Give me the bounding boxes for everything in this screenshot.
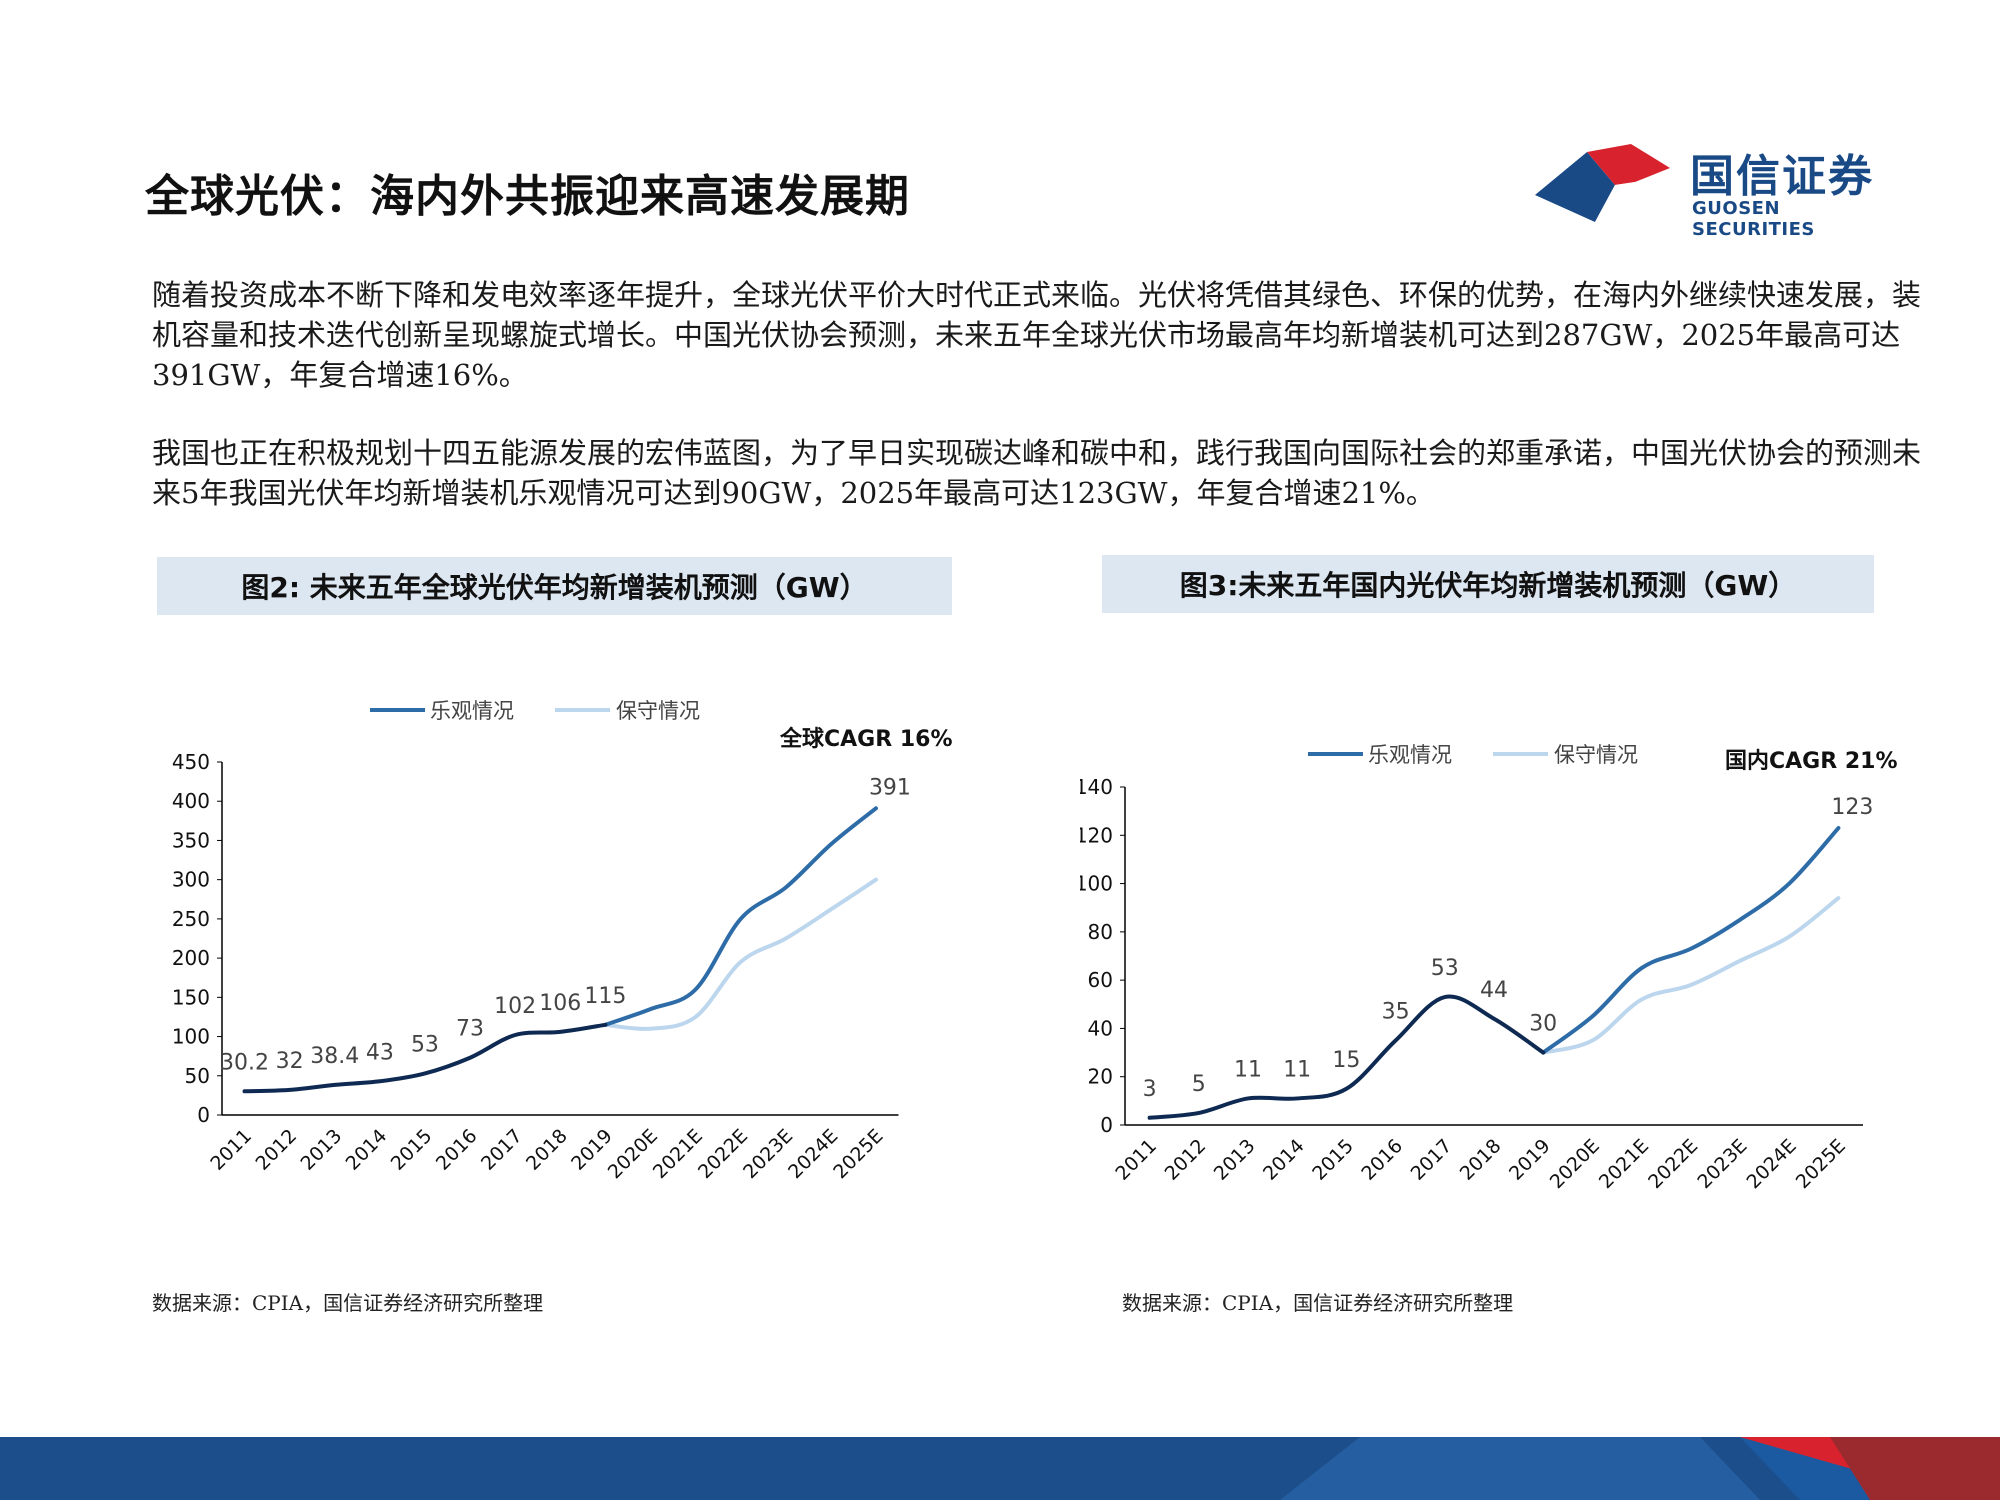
x-tick-label: 2012 — [251, 1125, 301, 1175]
data-label: 11 — [1234, 1057, 1262, 1082]
x-tick-label: 2024E — [784, 1125, 842, 1183]
conservative-line — [1541, 896, 1841, 1055]
data-label: 11 — [1283, 1057, 1311, 1082]
data-label: 53 — [411, 1032, 439, 1057]
x-tick-label: 2018 — [1456, 1135, 1506, 1185]
y-tick-label: 100 — [1080, 872, 1113, 896]
data-label: 15 — [1332, 1048, 1360, 1073]
paragraph-global: 随着投资成本不断下降和发电效率逐年提升，全球光伏平价大时代正式来临。光伏将凭借其… — [152, 278, 1922, 392]
x-tick-label: 2025E — [829, 1125, 887, 1183]
x-tick-label: 2016 — [432, 1125, 482, 1175]
data-label: 3 — [1143, 1077, 1157, 1102]
data-label: 73 — [456, 1017, 484, 1042]
y-tick-label: 40 — [1088, 1016, 1113, 1040]
x-tick-label: 2023E — [739, 1125, 797, 1183]
data-label: 102 — [494, 994, 536, 1019]
x-tick-label: 2021E — [1595, 1135, 1653, 1193]
logo-text-en: GUOSEN SECURITIES — [1692, 198, 1815, 240]
paragraph-domestic: 我国也正在积极规划十四五能源发展的宏伟蓝图，为了早日实现碳达峰和碳中和，践行我国… — [152, 436, 1922, 510]
x-tick-label: 2014 — [342, 1125, 392, 1175]
historical-line — [242, 1022, 608, 1094]
data-label: 391 — [869, 775, 911, 800]
source-note-1: 数据来源：CPIA，国信证券经济研究所整理 — [152, 1291, 544, 1315]
x-tick-label: 2015 — [387, 1125, 437, 1175]
legend-label-optimistic: 乐观情况 — [1368, 743, 1452, 767]
cagr-annotation: 全球CAGR 16% — [779, 726, 953, 752]
data-label: 35 — [1382, 1000, 1410, 1025]
conservative-line — [603, 877, 878, 1031]
data-label: 43 — [366, 1040, 394, 1065]
legend-label-optimistic: 乐观情况 — [430, 699, 514, 723]
x-tick-label: 2011 — [1111, 1135, 1161, 1185]
historical-line — [1147, 994, 1546, 1120]
x-tick-label: 2017 — [477, 1125, 527, 1175]
logo-text-cn: 国信证券 — [1690, 151, 1874, 202]
x-tick-label: 2011 — [206, 1125, 256, 1175]
y-tick-label: 60 — [1088, 968, 1113, 992]
y-tick-label: 100 — [172, 1025, 210, 1049]
y-tick-label: 0 — [1100, 1113, 1113, 1137]
x-tick-label: 2014 — [1259, 1135, 1309, 1185]
x-tick-label: 2016 — [1357, 1135, 1407, 1185]
y-tick-label: 300 — [172, 868, 210, 892]
y-tick-label: 400 — [172, 789, 210, 813]
global-pv-chart: 0501001502002503003504004502011201220132… — [172, 699, 953, 1183]
y-tick-label: 450 — [172, 750, 210, 774]
x-tick-label: 2022E — [694, 1125, 752, 1183]
y-tick-label: 200 — [172, 946, 210, 970]
guosen-logo: 国信证券 GUOSEN SECURITIES — [1535, 140, 1885, 240]
data-label: 115 — [584, 984, 626, 1009]
figure-2-title: 图2: 未来五年全球光伏年均新增装机预测（GW） — [157, 557, 952, 615]
optimistic-line — [603, 806, 878, 1027]
y-tick-label: 50 — [185, 1064, 210, 1088]
data-label: 30 — [1529, 1012, 1557, 1037]
optimistic-line — [1541, 826, 1841, 1055]
x-tick-label: 2023E — [1693, 1135, 1751, 1193]
x-tick-label: 2020E — [604, 1125, 662, 1183]
x-tick-label: 2022E — [1644, 1135, 1702, 1193]
y-tick-label: 250 — [172, 907, 210, 931]
x-tick-label: 2017 — [1407, 1135, 1457, 1185]
source-note-2: 数据来源：CPIA，国信证券经济研究所整理 — [1122, 1291, 1514, 1315]
y-tick-label: 80 — [1088, 920, 1113, 944]
logo-mark-icon — [1535, 144, 1670, 222]
cagr-annotation: 国内CAGR 21% — [1725, 749, 1898, 774]
x-tick-label: 2024E — [1742, 1135, 1800, 1193]
y-tick-label: 120 — [1080, 823, 1113, 847]
data-label: 123 — [1831, 795, 1873, 820]
data-label: 32 — [276, 1049, 304, 1074]
data-label: 5 — [1192, 1072, 1206, 1097]
footer-band — [0, 1437, 2000, 1500]
data-label: 106 — [539, 991, 581, 1016]
y-tick-label: 150 — [172, 985, 210, 1009]
y-tick-label: 350 — [172, 828, 210, 852]
x-tick-label: 2013 — [297, 1125, 347, 1175]
x-tick-label: 2012 — [1161, 1135, 1211, 1185]
page-title: 全球光伏：海内外共振迎来高速发展期 — [145, 171, 910, 222]
x-tick-label: 2015 — [1308, 1135, 1358, 1185]
legend-label-conservative: 保守情况 — [1554, 743, 1638, 767]
x-tick-label: 2021E — [649, 1125, 707, 1183]
data-label: 30.2 — [220, 1050, 269, 1075]
data-label: 53 — [1431, 956, 1459, 981]
x-tick-label: 2020E — [1546, 1135, 1604, 1193]
x-tick-label: 2025E — [1792, 1135, 1850, 1193]
y-tick-label: 140 — [1080, 775, 1113, 799]
y-tick-label: 20 — [1088, 1065, 1113, 1089]
x-tick-label: 2018 — [522, 1125, 572, 1175]
data-label: 44 — [1480, 978, 1508, 1003]
y-tick-label: 0 — [197, 1103, 210, 1127]
x-tick-label: 2013 — [1210, 1135, 1260, 1185]
legend-label-conservative: 保守情况 — [616, 699, 700, 723]
data-label: 38.4 — [310, 1044, 359, 1069]
figure-3-title: 图3:未来五年国内光伏年均新增装机预测（GW） — [1102, 555, 1874, 613]
